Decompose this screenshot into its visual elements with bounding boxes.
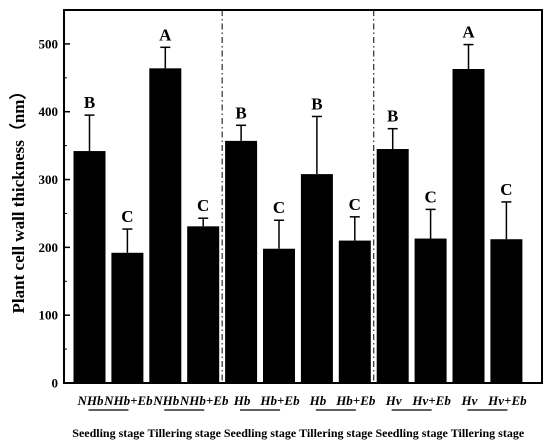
x-tick-label: NHb+Eb xyxy=(103,393,153,408)
significance-letter: B xyxy=(311,94,322,113)
bar xyxy=(300,174,333,383)
significance-letter: C xyxy=(349,195,361,214)
y-axis: 0 100 200 300 400 500 xyxy=(39,36,70,391)
significance-letter: C xyxy=(500,180,512,199)
y-axis-label: Plant cell wall thickness（nm） xyxy=(8,83,28,314)
plot-frame xyxy=(63,9,543,384)
y-tick-label: 300 xyxy=(39,172,59,187)
significance-letter: B xyxy=(235,103,246,122)
bar xyxy=(376,149,409,383)
x-tick-labels: NHb NHb+Eb NHb NHb+Eb Hb Hb+Eb Hb Hb+Eb Hv Hv+Eb H… xyxy=(77,378,527,408)
bar xyxy=(149,68,182,383)
x-tick-label: Hv+Eb xyxy=(487,393,527,408)
x-tick-label: Hb xyxy=(233,393,251,408)
significance-letters: B C A C B C B C B C A C xyxy=(84,23,513,226)
stage-label: Tillering stage xyxy=(299,426,373,440)
bar xyxy=(225,140,258,383)
x-tick-label: Hv xyxy=(385,393,402,408)
significance-letter: C xyxy=(197,196,209,215)
bar xyxy=(111,252,144,383)
stage-label: Seedling stage xyxy=(375,426,448,440)
bar xyxy=(73,151,106,383)
bar xyxy=(187,226,220,383)
stage-label: Seedling stage xyxy=(224,426,297,440)
significance-letter: C xyxy=(424,187,436,206)
bar xyxy=(490,239,523,383)
x-tick-label: Hb+Eb xyxy=(259,393,300,408)
stage-label: Seedling stage xyxy=(72,426,145,440)
x-tick-label: Hv xyxy=(461,393,478,408)
significance-letter: A xyxy=(462,23,475,42)
bar xyxy=(338,240,371,383)
bar xyxy=(452,69,485,383)
x-tick-label: NHb xyxy=(152,393,180,408)
error-bars xyxy=(84,43,512,253)
group-dividers xyxy=(221,10,375,383)
x-tick-label: Hv+Eb xyxy=(411,393,451,408)
significance-letter: B xyxy=(387,107,398,126)
bars xyxy=(73,68,523,383)
y-tick-label: 100 xyxy=(39,308,59,323)
x-tick-label: Hb xyxy=(309,393,327,408)
stage-labels: Seedling stage Tillering stage Seedling st… xyxy=(72,409,525,440)
stage-label: Tillering stage xyxy=(148,426,222,440)
significance-letter: C xyxy=(273,198,285,217)
stage-label: Tillering stage xyxy=(451,426,525,440)
significance-letter: B xyxy=(84,93,95,112)
y-tick-label: 200 xyxy=(39,240,59,255)
significance-letter: C xyxy=(121,207,133,226)
x-tick-label: NHb+Eb xyxy=(179,393,229,408)
y-tick-label: 400 xyxy=(39,104,59,119)
bar xyxy=(263,248,295,383)
x-tick-label: NHb xyxy=(77,393,105,408)
x-tick-label: Hb+Eb xyxy=(335,393,376,408)
significance-letter: A xyxy=(159,25,172,44)
bar xyxy=(414,238,447,383)
y-tick-label: 0 xyxy=(52,376,59,391)
y-tick-label: 500 xyxy=(39,36,59,51)
